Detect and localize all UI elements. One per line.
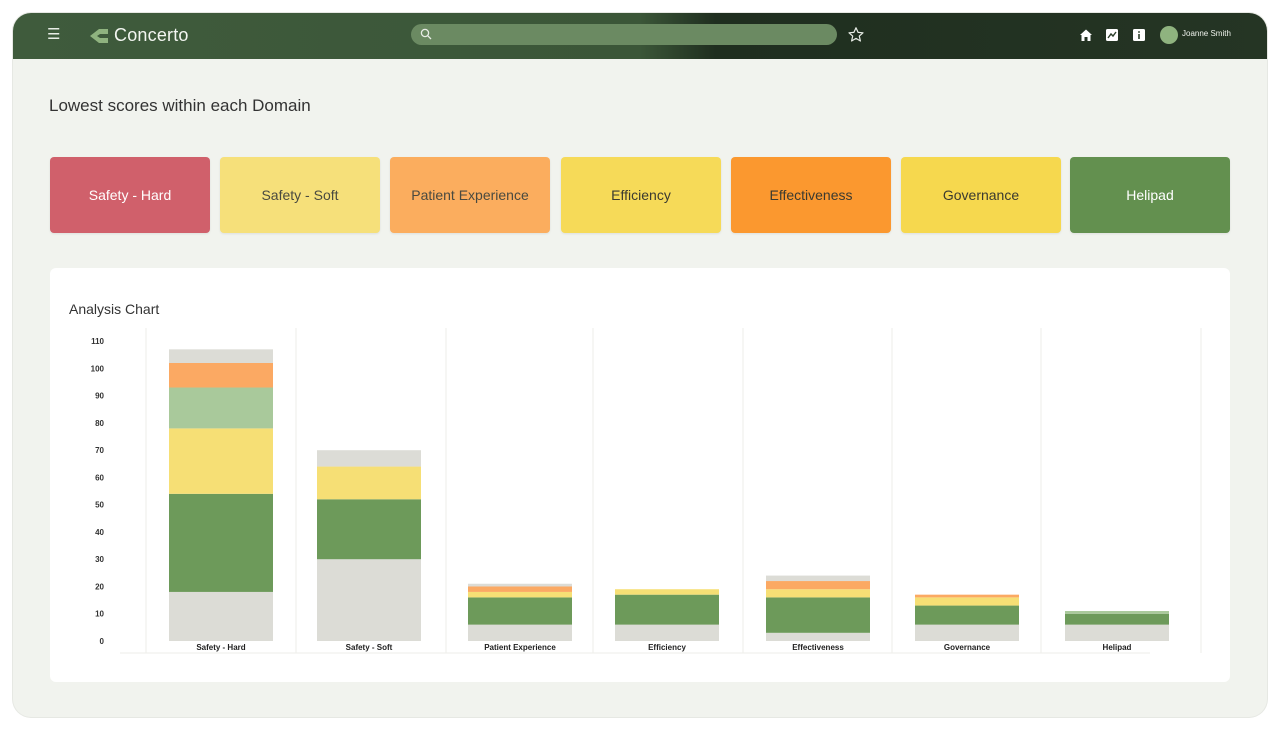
- x-tick-label: Patient Experience: [484, 643, 556, 652]
- search-icon: [420, 28, 432, 40]
- x-tick-label: Efficiency: [648, 643, 686, 652]
- domain-tile[interactable]: Helipad: [1070, 157, 1230, 233]
- chart-icon[interactable]: [1104, 27, 1120, 43]
- home-icon[interactable]: [1078, 27, 1094, 43]
- domain-tile[interactable]: Governance: [901, 157, 1061, 233]
- bar-segment: [915, 605, 1019, 625]
- bar-segment: [766, 575, 870, 582]
- bar-segment: [169, 493, 273, 592]
- bar-segment: [169, 349, 273, 363]
- y-tick-label: 90: [95, 392, 104, 401]
- bar-segment: [169, 591, 273, 641]
- analysis-chart-card: Analysis Chart 0 10 20 30 40 50 60 70 80 90 100 110…: [50, 268, 1230, 682]
- y-tick-label: 60: [95, 473, 104, 482]
- bar-segment: [766, 589, 870, 598]
- y-tick-label: 70: [95, 446, 104, 455]
- bar-segment: [615, 594, 719, 625]
- y-tick-label: 80: [95, 419, 104, 428]
- bar-segment: [766, 632, 870, 641]
- domain-tile[interactable]: Patient Experience: [390, 157, 550, 233]
- bar-segment: [468, 586, 572, 592]
- bar-segment: [468, 591, 572, 598]
- y-tick-label: 0: [100, 637, 105, 646]
- x-tick-label: Governance: [944, 643, 991, 652]
- analysis-chart: 0 10 20 30 40 50 60 70 80 90 100 110 Safety - Hard Sa…: [91, 328, 1202, 654]
- bar-segment: [915, 624, 1019, 641]
- y-tick-label: 50: [95, 501, 104, 510]
- bar-segment: [317, 499, 421, 560]
- bar-segment: [317, 450, 421, 467]
- domain-tile[interactable]: Safety - Soft: [220, 157, 380, 233]
- avatar[interactable]: [1160, 26, 1178, 44]
- y-tick-label: 40: [95, 528, 104, 537]
- bar-segment: [1065, 613, 1169, 625]
- y-tick-label: 10: [95, 610, 104, 619]
- bar-segment: [169, 387, 273, 429]
- bar-segment: [169, 428, 273, 494]
- chart-title: Analysis Chart: [69, 301, 160, 317]
- bar-segment: [468, 597, 572, 625]
- x-tick-label: Helipad: [1103, 643, 1132, 652]
- y-tick-label: 110: [91, 337, 104, 346]
- top-bar: ☰ Concerto Joanne Smith: [13, 13, 1267, 59]
- bar-segment: [766, 581, 870, 590]
- search-bar[interactable]: [411, 24, 837, 45]
- bar-segment: [468, 624, 572, 641]
- page-title: Lowest scores within each Domain: [49, 96, 311, 115]
- info-icon[interactable]: [1131, 27, 1147, 43]
- bar-segment: [915, 594, 1019, 598]
- bar-segment: [915, 597, 1019, 606]
- y-tick-label: 100: [91, 364, 105, 373]
- bar-segment: [468, 583, 572, 587]
- x-tick-label: Safety - Soft: [346, 643, 393, 652]
- x-tick-label: Effectiveness: [792, 643, 844, 652]
- bar-segment: [317, 559, 421, 641]
- concerto-logo-icon: [90, 29, 108, 43]
- domain-tile[interactable]: Effectiveness: [731, 157, 891, 233]
- bar-segment: [615, 589, 719, 595]
- bar-segment: [317, 466, 421, 500]
- domain-tile[interactable]: Safety - Hard: [50, 157, 210, 233]
- search-input[interactable]: [437, 26, 827, 43]
- y-tick-label: 20: [95, 582, 104, 591]
- bar-segment: [169, 362, 273, 388]
- bar-segment: [766, 597, 870, 633]
- bar-segment: [615, 624, 719, 641]
- bar-segment: [1065, 624, 1169, 641]
- domain-tile[interactable]: Efficiency: [561, 157, 721, 233]
- star-icon[interactable]: [847, 26, 865, 44]
- y-tick-label: 30: [95, 555, 104, 564]
- menu-icon[interactable]: ☰: [47, 26, 61, 43]
- brand-name[interactable]: Concerto: [114, 25, 189, 45]
- x-tick-label: Safety - Hard: [196, 643, 245, 652]
- app-window: ☰ Concerto Joanne Smith: [13, 13, 1267, 717]
- user-name[interactable]: Joanne Smith: [1182, 29, 1231, 38]
- bar-segment: [1065, 611, 1169, 614]
